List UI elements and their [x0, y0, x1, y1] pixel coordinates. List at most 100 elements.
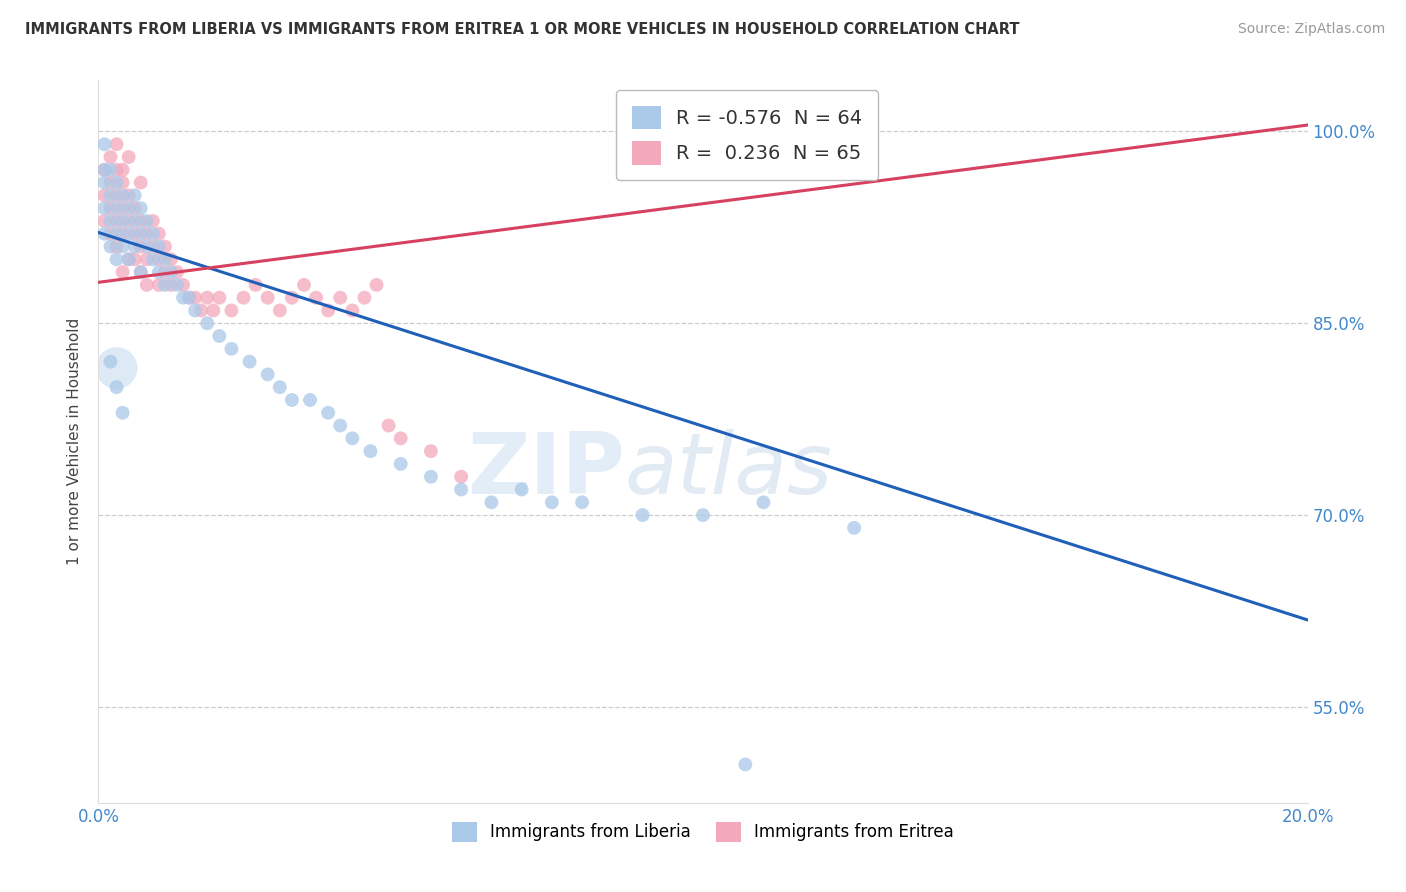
Point	[571, 495, 593, 509]
Point	[129, 265, 152, 279]
Point	[111, 265, 134, 279]
Point	[111, 214, 134, 228]
Point	[420, 444, 443, 458]
Point	[93, 162, 115, 177]
Point	[269, 303, 291, 318]
Point	[100, 201, 122, 215]
Point	[166, 277, 188, 292]
Point	[142, 239, 165, 253]
Point	[111, 162, 134, 177]
Point	[221, 342, 243, 356]
Point	[105, 137, 128, 152]
Point	[118, 252, 141, 267]
Point	[172, 291, 194, 305]
Point	[481, 495, 503, 509]
Point	[100, 150, 122, 164]
Point	[329, 418, 352, 433]
Point	[366, 277, 388, 292]
Point	[148, 265, 170, 279]
Point	[281, 392, 304, 407]
Point	[360, 444, 382, 458]
Point	[100, 227, 122, 241]
Point	[105, 361, 128, 376]
Point	[184, 291, 207, 305]
Point	[100, 214, 122, 228]
Point	[256, 368, 278, 382]
Point	[389, 457, 412, 471]
Point	[129, 265, 152, 279]
Point	[179, 291, 201, 305]
Point	[148, 227, 170, 241]
Point	[129, 201, 152, 215]
Point	[129, 176, 152, 190]
Point	[124, 214, 146, 228]
Point	[118, 150, 141, 164]
Point	[148, 277, 170, 292]
Point	[184, 303, 207, 318]
Point	[111, 406, 134, 420]
Point	[292, 277, 315, 292]
Point	[202, 303, 225, 318]
Point	[105, 162, 128, 177]
Point	[377, 418, 399, 433]
Point	[93, 176, 115, 190]
Point	[172, 277, 194, 292]
Point	[111, 188, 134, 202]
Point	[105, 227, 128, 241]
Point	[93, 162, 115, 177]
Point	[208, 291, 231, 305]
Point	[734, 757, 756, 772]
Point	[540, 495, 562, 509]
Point	[190, 303, 212, 318]
Point	[93, 137, 115, 152]
Point	[692, 508, 714, 522]
Point	[281, 291, 304, 305]
Point	[124, 188, 146, 202]
Point	[195, 316, 218, 330]
Point	[179, 291, 201, 305]
Point	[208, 329, 231, 343]
Point	[100, 188, 122, 202]
Point	[316, 303, 339, 318]
Point	[450, 469, 472, 483]
Point	[100, 176, 122, 190]
Text: ZIP: ZIP	[467, 429, 624, 512]
Point	[111, 201, 134, 215]
Point	[239, 354, 262, 368]
Point	[129, 239, 152, 253]
Text: Source: ZipAtlas.com: Source: ZipAtlas.com	[1237, 22, 1385, 37]
Point	[329, 291, 352, 305]
Y-axis label: 1 or more Vehicles in Household: 1 or more Vehicles in Household	[66, 318, 82, 566]
Point	[111, 239, 134, 253]
Point	[118, 201, 141, 215]
Point	[124, 201, 146, 215]
Point	[353, 291, 375, 305]
Point	[316, 406, 339, 420]
Point	[124, 239, 146, 253]
Point	[100, 354, 122, 368]
Point	[752, 495, 775, 509]
Point	[153, 265, 176, 279]
Point	[142, 252, 165, 267]
Point	[166, 265, 188, 279]
Text: IMMIGRANTS FROM LIBERIA VS IMMIGRANTS FROM ERITREA 1 OR MORE VEHICLES IN HOUSEHO: IMMIGRANTS FROM LIBERIA VS IMMIGRANTS FR…	[25, 22, 1019, 37]
Point	[299, 392, 322, 407]
Point	[420, 469, 443, 483]
Point	[142, 227, 165, 241]
Point	[135, 277, 157, 292]
Point	[269, 380, 291, 394]
Point	[245, 277, 267, 292]
Point	[631, 508, 654, 522]
Point	[135, 214, 157, 228]
Point	[111, 227, 134, 241]
Text: atlas: atlas	[624, 429, 832, 512]
Point	[510, 483, 533, 497]
Point	[160, 277, 183, 292]
Point	[142, 214, 165, 228]
Point	[844, 521, 866, 535]
Point	[160, 265, 183, 279]
Point	[105, 252, 128, 267]
Point	[105, 380, 128, 394]
Point	[195, 291, 218, 305]
Point	[105, 176, 128, 190]
